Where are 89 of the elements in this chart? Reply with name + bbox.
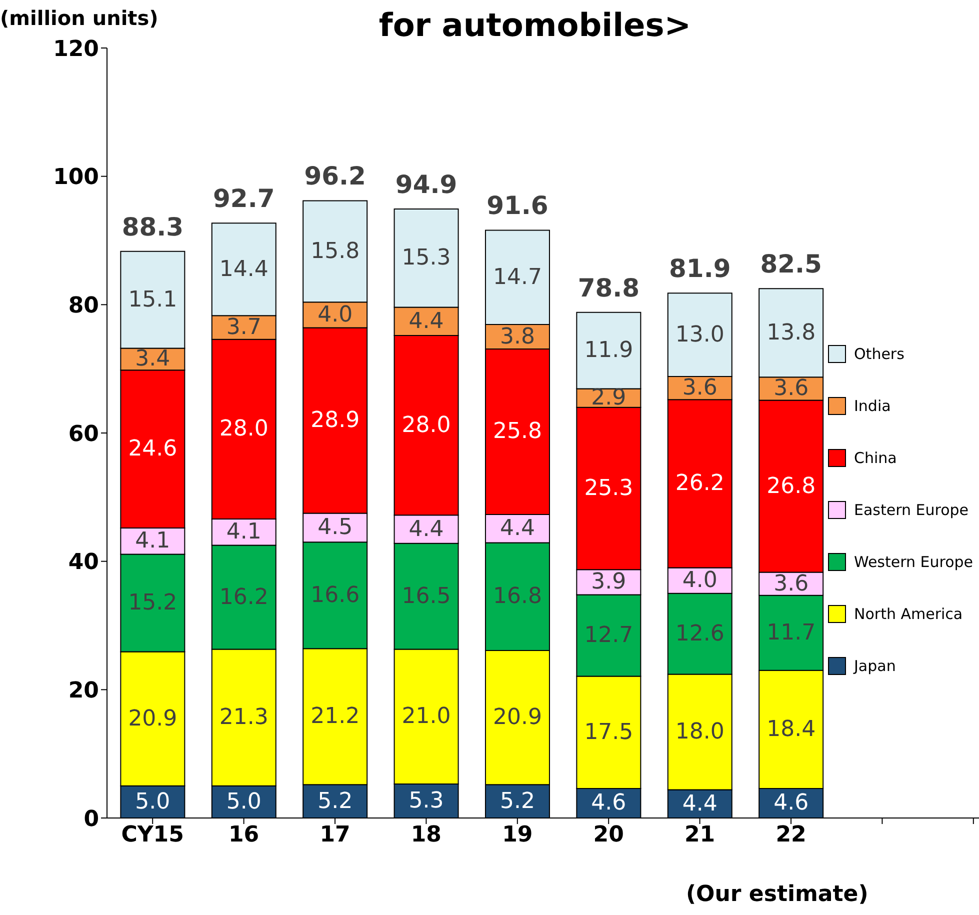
data-label: 16.2 xyxy=(219,584,268,610)
legend-label: Others xyxy=(854,345,904,363)
data-label: 3.6 xyxy=(774,571,809,596)
x-tick-label: 22 xyxy=(776,822,806,848)
data-label: 2.9 xyxy=(591,386,626,411)
data-label: 24.6 xyxy=(128,436,178,462)
data-label: 18.0 xyxy=(675,720,724,745)
data-label: 21.2 xyxy=(310,704,360,730)
x-tick-label: 17 xyxy=(320,822,350,848)
data-label: 14.7 xyxy=(492,264,542,290)
data-label: 4.6 xyxy=(591,790,626,816)
data-label: 28.0 xyxy=(219,416,268,442)
total-label: 91.6 xyxy=(486,191,548,220)
data-label: 5.0 xyxy=(135,789,170,814)
data-label: 4.4 xyxy=(682,791,718,816)
data-label: 26.2 xyxy=(675,471,724,496)
total-label: 88.3 xyxy=(122,212,184,242)
x-tick-label: 19 xyxy=(502,822,533,848)
data-label: 13.0 xyxy=(675,322,724,348)
data-label: 16.6 xyxy=(310,582,360,608)
data-label: 28.9 xyxy=(310,408,360,433)
data-label: 4.5 xyxy=(318,515,353,540)
x-tick-label: 20 xyxy=(593,822,624,848)
data-label: 20.9 xyxy=(492,705,542,730)
data-label: 5.2 xyxy=(318,788,353,814)
data-label: 11.7 xyxy=(766,620,816,646)
data-label: 4.1 xyxy=(226,520,262,545)
data-label: 11.9 xyxy=(584,338,634,364)
x-tick-label: 16 xyxy=(228,822,260,848)
data-label: 3.9 xyxy=(591,570,626,595)
data-label: 26.8 xyxy=(766,474,816,499)
total-label: 94.9 xyxy=(395,170,458,200)
x-tick-label: 21 xyxy=(684,822,716,848)
legend-label: India xyxy=(854,397,891,415)
data-label: 16.8 xyxy=(492,584,542,610)
x-tick-label: 18 xyxy=(410,822,442,848)
data-label: 13.8 xyxy=(766,320,816,346)
legend-label: China xyxy=(854,449,897,467)
y-tick-label: 40 xyxy=(68,550,99,576)
data-label: 5.3 xyxy=(408,788,444,814)
data-label: 3.8 xyxy=(500,324,535,350)
legend-label: North America xyxy=(854,605,963,623)
data-label: 18.4 xyxy=(766,716,816,742)
data-label: 20.9 xyxy=(128,706,178,732)
total-label: 92.7 xyxy=(213,184,275,214)
data-label: 21.3 xyxy=(219,705,268,730)
data-label: 5.0 xyxy=(226,789,262,814)
y-tick-label: 80 xyxy=(68,293,99,318)
y-axis-title: (million units) xyxy=(0,6,158,30)
data-label: 4.4 xyxy=(408,308,444,334)
y-tick-label: 20 xyxy=(68,678,99,704)
data-label: 4.1 xyxy=(135,528,170,554)
y-tick-label: 0 xyxy=(84,806,99,832)
legend-label: Eastern Europe xyxy=(854,501,969,519)
x-tick-label: CY15 xyxy=(121,822,184,848)
data-label: 5.2 xyxy=(500,788,535,814)
data-label: 4.0 xyxy=(318,302,353,328)
data-label: 15.2 xyxy=(128,590,178,616)
y-tick-label: 60 xyxy=(68,422,99,447)
data-label: 4.0 xyxy=(682,568,718,594)
data-label: 15.8 xyxy=(310,238,360,264)
total-label: 78.8 xyxy=(578,273,640,302)
data-label: 16.5 xyxy=(402,584,451,609)
total-label: 96.2 xyxy=(304,162,366,191)
data-label: 3.7 xyxy=(226,314,262,340)
data-label: 14.4 xyxy=(219,256,268,282)
total-label: 82.5 xyxy=(760,250,822,279)
data-label: 28.0 xyxy=(402,412,451,438)
data-label: 3.6 xyxy=(682,376,718,401)
total-label: 81.9 xyxy=(669,254,731,284)
legend-label: Japan xyxy=(854,657,896,675)
chart-title: for automobiles> xyxy=(378,6,692,44)
data-label: 4.6 xyxy=(774,790,809,816)
data-label: 15.1 xyxy=(128,287,178,312)
data-label: 3.6 xyxy=(774,376,809,402)
data-label: 12.6 xyxy=(675,621,724,646)
legend-label: Western Europe xyxy=(854,553,974,571)
y-tick-label: 120 xyxy=(53,36,99,62)
data-label: 3.4 xyxy=(135,346,170,372)
data-label: 25.3 xyxy=(584,476,634,502)
data-label: 12.7 xyxy=(584,622,634,648)
data-label: 17.5 xyxy=(584,720,634,745)
text: (Our estimate) xyxy=(686,882,868,907)
y-tick-label: 100 xyxy=(53,165,99,190)
data-label: 25.8 xyxy=(492,419,542,444)
data-label: 21.0 xyxy=(402,704,451,730)
data-label: 4.4 xyxy=(408,516,444,542)
data-label: 4.4 xyxy=(500,516,535,542)
data-label: 15.3 xyxy=(402,246,451,271)
